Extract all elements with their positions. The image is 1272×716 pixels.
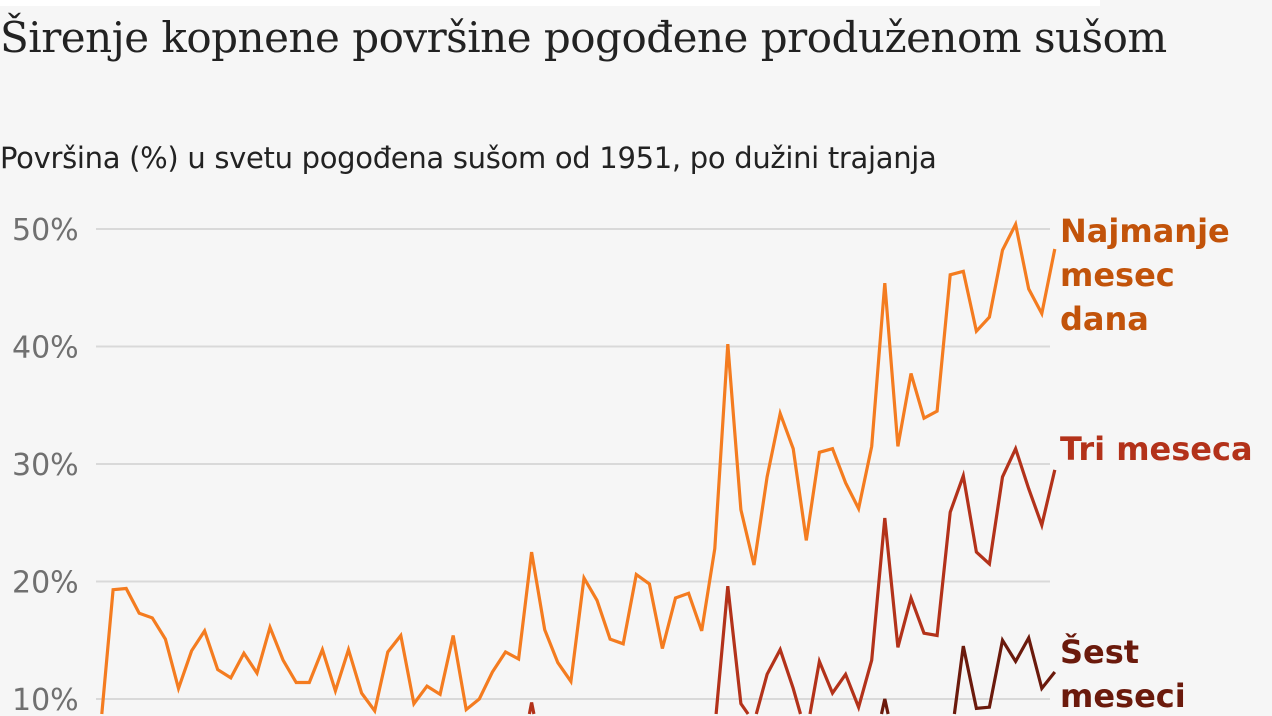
y-tick-label: 50% (12, 213, 79, 248)
series-line-2 (952, 633, 1057, 715)
y-tick-label: 10% (12, 683, 79, 716)
series-label: meseci (1060, 677, 1186, 715)
series-line-1 (754, 645, 803, 715)
y-tick-label: 40% (12, 331, 79, 366)
series-label: Šest (1060, 632, 1139, 671)
y-tick-label: 30% (12, 448, 79, 483)
y-tick-label: 20% (12, 566, 79, 601)
series-line-1 (714, 586, 750, 715)
chart-title: Širenje kopnene površine pogođene produž… (0, 13, 1167, 62)
top-strip (0, 0, 1100, 6)
chart-subtitle: Površina (%) u svetu pogođena sušom od 1… (0, 141, 937, 175)
series-line-1 (527, 702, 536, 715)
series-label: dana (1060, 300, 1149, 338)
series-label: Tri meseca (1060, 430, 1253, 468)
series-line-1 (808, 444, 1057, 715)
series-line-2 (879, 698, 890, 715)
series-label: Najmanje (1060, 212, 1230, 250)
series-label: mesec (1060, 256, 1175, 294)
series-line-0 (100, 219, 1057, 715)
